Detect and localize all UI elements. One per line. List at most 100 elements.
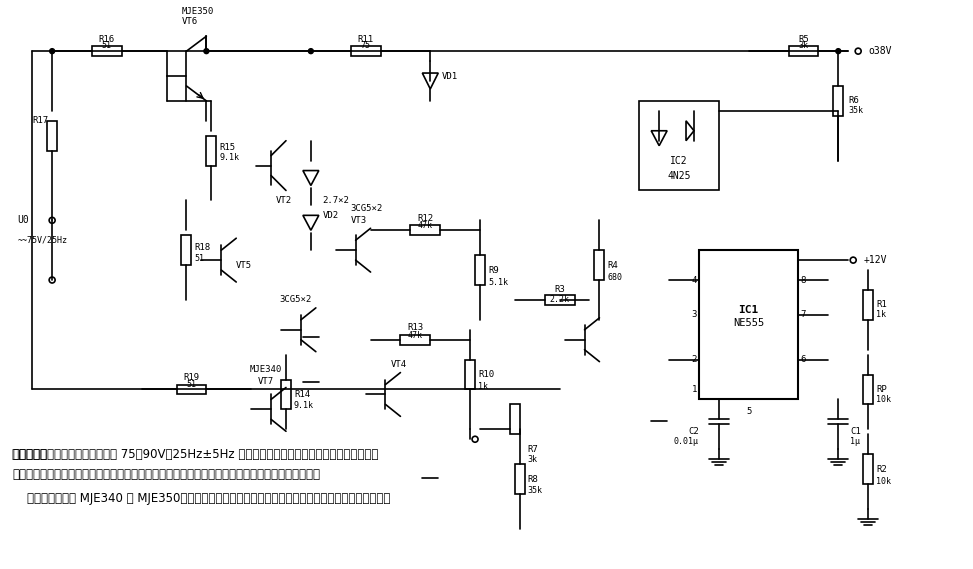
- Text: 35k: 35k: [848, 106, 863, 116]
- Text: 载波机、特高频、有线电话。它也可用于调度员、维修和値班人员等其他用户专用电话机的响铃用。: 载波机、特高频、有线电话。它也可用于调度员、维修和値班人员等其他用户专用电话机的…: [13, 468, 320, 481]
- Text: o38V: o38V: [868, 46, 891, 56]
- Text: 47k: 47k: [408, 331, 423, 340]
- Text: 7: 7: [801, 310, 806, 319]
- Text: 0.01μ: 0.01μ: [674, 437, 699, 446]
- Bar: [515, 464, 524, 494]
- Text: IC1: IC1: [739, 305, 759, 315]
- Circle shape: [308, 49, 313, 53]
- Text: 51: 51: [187, 380, 197, 389]
- Text: 2.7×2: 2.7×2: [323, 196, 349, 205]
- Text: R10: R10: [478, 370, 494, 379]
- Text: R11: R11: [357, 35, 374, 44]
- Bar: [411, 225, 440, 235]
- Text: 3: 3: [692, 310, 697, 319]
- Text: 10k: 10k: [876, 476, 891, 485]
- Text: R12: R12: [417, 214, 433, 223]
- Text: U0: U0: [18, 215, 29, 225]
- Text: 680: 680: [607, 273, 623, 282]
- Text: R7: R7: [527, 445, 538, 453]
- Text: R14: R14: [294, 390, 310, 399]
- Text: 1k: 1k: [876, 310, 886, 319]
- Text: 8: 8: [801, 275, 806, 284]
- Text: 1μ: 1μ: [850, 437, 860, 446]
- Text: 电路中的功率管 MJE340 和 MJE350需装合适的散热器，它既保护了功放管，又满足了最高的工作效率。: 电路中的功率管 MJE340 和 MJE350需装合适的散热器，它既保护了功放管…: [27, 492, 390, 505]
- Text: VT5: VT5: [236, 261, 252, 270]
- Bar: [863, 290, 873, 320]
- Bar: [350, 46, 380, 56]
- Text: 铃流发生器: 铃流发生器: [13, 448, 48, 461]
- Text: C2: C2: [688, 427, 699, 436]
- Bar: [788, 46, 818, 56]
- Text: VT6: VT6: [182, 17, 198, 26]
- Text: R19: R19: [183, 373, 199, 382]
- Text: VD1: VD1: [442, 72, 458, 81]
- Text: 51: 51: [195, 254, 204, 263]
- Text: 4: 4: [692, 275, 697, 284]
- Bar: [863, 374, 873, 405]
- Text: 5: 5: [746, 407, 751, 417]
- Text: R17: R17: [32, 116, 49, 125]
- Bar: [206, 136, 216, 166]
- Text: 4N25: 4N25: [667, 171, 691, 180]
- Bar: [545, 295, 575, 305]
- Text: 铃流发生器　该铃流发生器能产生 75～90V、25Hz±5Hz 的铃流电压。它可供通信设备的振铃之用，如: 铃流发生器 该铃流发生器能产生 75～90V、25Hz±5Hz 的铃流电压。它可…: [13, 448, 378, 461]
- Text: R5: R5: [798, 35, 809, 44]
- Text: R18: R18: [195, 243, 210, 251]
- Text: +12V: +12V: [863, 255, 886, 265]
- Text: MJE350: MJE350: [182, 7, 214, 16]
- Text: 9.1k: 9.1k: [294, 401, 314, 410]
- Text: R1: R1: [876, 300, 886, 310]
- Bar: [863, 454, 873, 484]
- Bar: [833, 86, 844, 116]
- Text: IC2: IC2: [670, 155, 688, 166]
- Bar: [510, 405, 520, 434]
- Bar: [595, 250, 604, 280]
- Circle shape: [50, 49, 54, 53]
- Text: 10k: 10k: [876, 395, 891, 404]
- Bar: [401, 335, 430, 345]
- Text: 2.2k: 2.2k: [550, 295, 569, 304]
- Text: NE555: NE555: [733, 318, 765, 328]
- Bar: [465, 360, 475, 390]
- Text: RP: RP: [876, 385, 886, 394]
- Text: 51: 51: [102, 40, 112, 50]
- Text: R13: R13: [408, 323, 423, 332]
- Text: 6: 6: [801, 355, 806, 364]
- Bar: [182, 235, 192, 265]
- Text: 9.1k: 9.1k: [219, 153, 239, 162]
- Text: 3k: 3k: [527, 455, 538, 464]
- Bar: [639, 101, 719, 191]
- Text: 1k: 1k: [478, 382, 488, 391]
- Text: 35k: 35k: [527, 486, 543, 496]
- Text: 47k: 47k: [417, 221, 433, 230]
- Bar: [475, 255, 485, 285]
- Text: C1: C1: [850, 427, 861, 436]
- Text: ~~75V/25Hz: ~~75V/25Hz: [18, 236, 67, 245]
- Text: VT2: VT2: [276, 196, 292, 205]
- Text: VT4: VT4: [390, 360, 407, 369]
- Text: R16: R16: [99, 35, 115, 44]
- Text: R3: R3: [555, 286, 565, 295]
- Circle shape: [204, 49, 209, 53]
- Text: 3CG5×2: 3CG5×2: [279, 295, 311, 304]
- Text: 2: 2: [692, 355, 697, 364]
- Text: R15: R15: [219, 143, 235, 152]
- Bar: [281, 380, 291, 409]
- Bar: [176, 385, 206, 394]
- Text: 3CG5×2: 3CG5×2: [350, 204, 383, 213]
- Text: VT3: VT3: [350, 216, 367, 225]
- Text: 3k: 3k: [799, 40, 809, 50]
- Text: R6: R6: [848, 96, 859, 105]
- Text: 5.1k: 5.1k: [488, 278, 508, 287]
- Bar: [91, 46, 122, 56]
- Text: 1: 1: [692, 385, 697, 394]
- Text: R4: R4: [607, 261, 618, 270]
- Text: R2: R2: [876, 465, 886, 473]
- Text: VD2: VD2: [323, 211, 339, 220]
- Text: MJE340: MJE340: [250, 365, 282, 374]
- Bar: [47, 121, 57, 151]
- Bar: [699, 250, 799, 399]
- Text: VT7: VT7: [258, 377, 274, 386]
- Text: 75: 75: [361, 40, 371, 50]
- Text: R9: R9: [488, 266, 499, 275]
